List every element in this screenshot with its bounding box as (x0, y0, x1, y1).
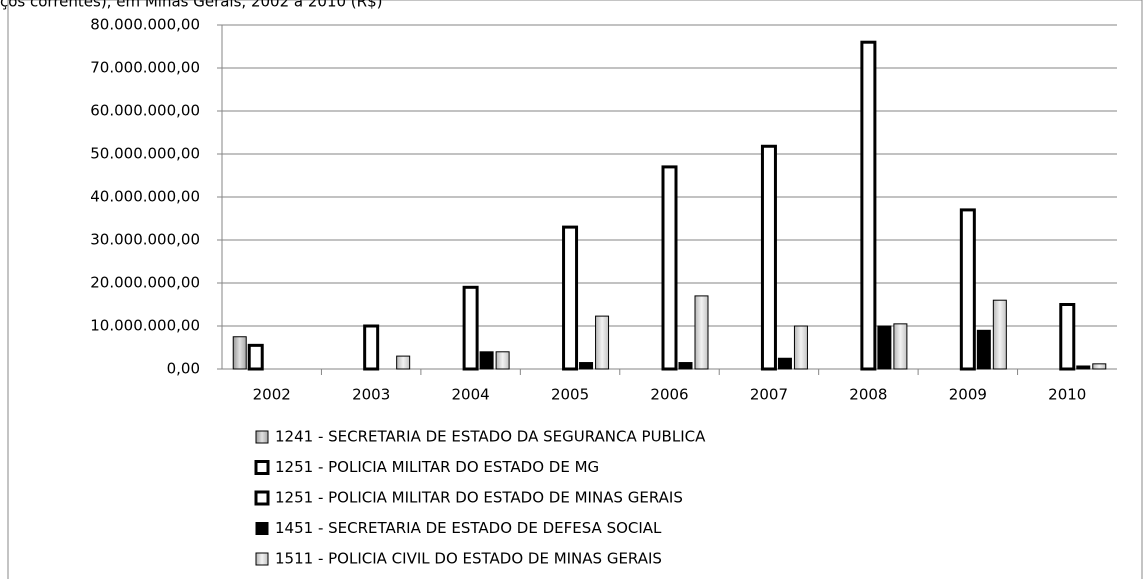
bar (959, 208, 976, 371)
bar (760, 144, 777, 371)
bar (1059, 303, 1076, 371)
chart-frame (7, 0, 1143, 579)
bar (661, 165, 678, 371)
bar (1092, 363, 1107, 370)
bar (694, 295, 709, 370)
chart-title: ços correntes), em Minas Gerais, 2002 a … (0, 0, 382, 11)
bar (363, 324, 380, 371)
bar (247, 343, 264, 371)
legend-swatch (255, 552, 269, 566)
y-tick-label: 40.000.000,00 (90, 188, 200, 206)
bar (232, 336, 247, 370)
x-tick-label: 2010 (1048, 386, 1086, 404)
y-tick-label: 0,00 (167, 360, 200, 378)
x-tick-label: 2004 (452, 386, 490, 404)
bar (678, 362, 693, 370)
bar (976, 329, 991, 370)
bar (777, 357, 792, 370)
bar (462, 285, 479, 371)
x-tick-label: 2003 (352, 386, 390, 404)
x-tick-label: 2008 (849, 386, 887, 404)
bar (579, 362, 594, 370)
y-tick-label: 20.000.000,00 (90, 274, 200, 292)
bar (562, 225, 579, 371)
legend-swatch (254, 490, 270, 506)
y-tick-label: 30.000.000,00 (90, 231, 200, 249)
y-tick-label: 60.000.000,00 (90, 102, 200, 120)
bar (396, 355, 411, 370)
bar (595, 315, 610, 370)
y-tick-label: 70.000.000,00 (90, 59, 200, 77)
legend-swatch (255, 430, 269, 444)
legend-label: 1251 - POLICIA MILITAR DO ESTADO DE MG (275, 458, 599, 476)
x-tick-label: 2005 (551, 386, 589, 404)
y-tick-label: 50.000.000,00 (90, 145, 200, 163)
bar (793, 325, 808, 370)
legend-label: 1451 - SECRETARIA DE ESTADO DE DEFESA SO… (275, 519, 662, 537)
legend-label: 1241 - SECRETARIA DE ESTADO DA SEGURANCA… (275, 428, 706, 446)
legend-label: 1511 - POLICIA CIVIL DO ESTADO DE MINAS … (275, 550, 662, 568)
bar (877, 325, 892, 370)
x-tick-label: 2007 (750, 386, 788, 404)
legend-swatch (255, 522, 269, 535)
bar (479, 351, 494, 370)
x-tick-label: 2009 (949, 386, 987, 404)
bar (495, 351, 510, 370)
bar (860, 40, 877, 371)
bar (992, 299, 1007, 370)
legend-label: 1251 - POLICIA MILITAR DO ESTADO DE MINA… (275, 489, 683, 507)
legend-swatch (254, 460, 270, 475)
bar (1076, 365, 1091, 370)
bar (893, 323, 908, 370)
x-tick-label: 2002 (253, 386, 291, 404)
x-tick-label: 2006 (650, 386, 688, 404)
y-tick-label: 80.000.000,00 (90, 16, 200, 34)
y-tick-label: 10.000.000,00 (90, 317, 200, 335)
